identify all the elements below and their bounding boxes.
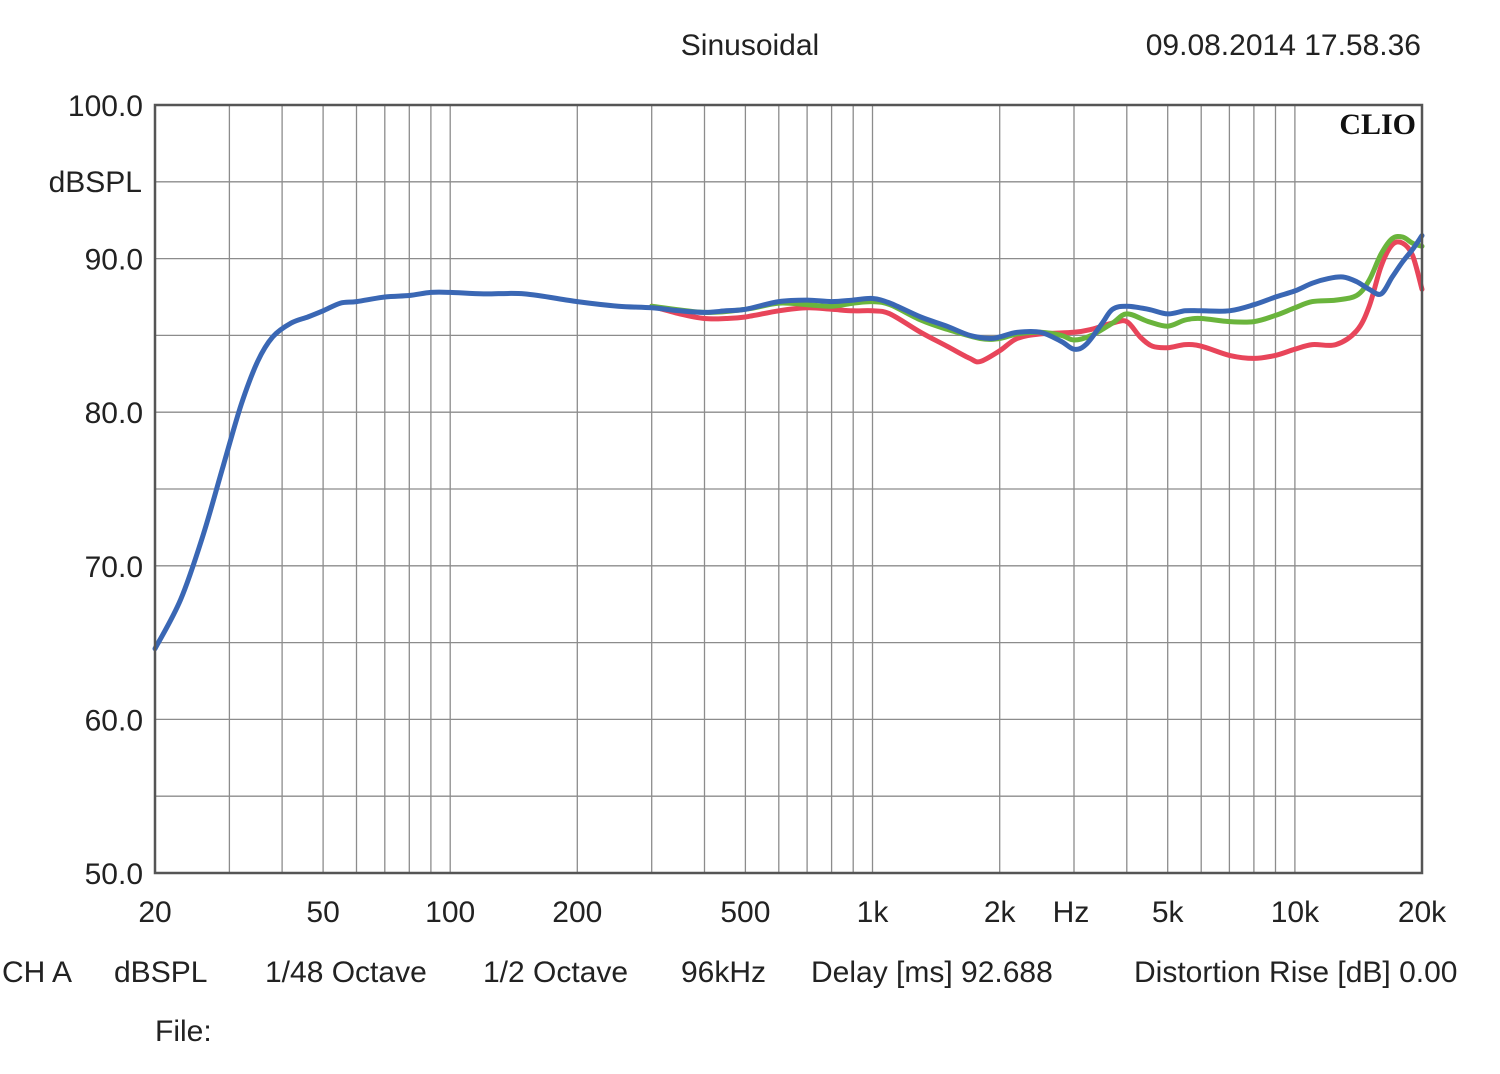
footer-distortion: Distortion Rise [dB] 0.00	[1134, 956, 1457, 989]
footer-channel: CH A	[2, 956, 72, 989]
footer-smoothing: 1/2 Octave	[483, 956, 628, 989]
x-tick-label: 20k	[1398, 896, 1447, 929]
series-line-3	[152, 233, 1425, 652]
y-tick-label: 50.0	[85, 858, 143, 891]
y-tick-label: 70.0	[85, 551, 143, 584]
x-tick-label: 50	[306, 896, 339, 929]
y-tick-label: 80.0	[85, 397, 143, 430]
x-tick-label: 200	[552, 896, 602, 929]
x-tick-label: 2k	[984, 896, 1017, 929]
series-group	[152, 233, 1425, 652]
footer-units: dBSPL	[114, 956, 207, 989]
footer-file-label: File:	[155, 1015, 212, 1048]
plot-border	[153, 103, 1424, 875]
x-axis-label: Hz	[1053, 896, 1090, 929]
footer-resolution: 1/48 Octave	[265, 956, 427, 989]
y-tick-labels: 100.0 90.0 80.0 70.0 60.0 50.0	[68, 90, 143, 891]
y-tick-label: 100.0	[68, 90, 143, 123]
footer-delay: Delay [ms] 92.688	[811, 956, 1053, 989]
chart-title: Sinusoidal	[681, 29, 819, 62]
x-tick-label: 500	[720, 896, 770, 929]
grid	[155, 105, 1422, 873]
x-tick-label: 1k	[857, 896, 890, 929]
y-tick-label: 60.0	[85, 704, 143, 737]
x-tick-label: 20	[138, 896, 171, 929]
footer-sample-rate: 96kHz	[681, 956, 766, 989]
series-line-2	[649, 233, 1425, 343]
x-tick-labels: 20 50 100 200 500 1k 2k 5k 10k 20k	[138, 896, 1447, 929]
brand-logo: CLIO	[1339, 108, 1416, 141]
x-tick-label: 5k	[1152, 896, 1185, 929]
y-tick-label: 90.0	[85, 244, 143, 277]
x-tick-label: 10k	[1271, 896, 1320, 929]
y-axis-label: dBSPL	[49, 166, 142, 199]
timestamp: 09.08.2014 17.58.36	[1146, 29, 1421, 62]
x-tick-label: 100	[425, 896, 475, 929]
